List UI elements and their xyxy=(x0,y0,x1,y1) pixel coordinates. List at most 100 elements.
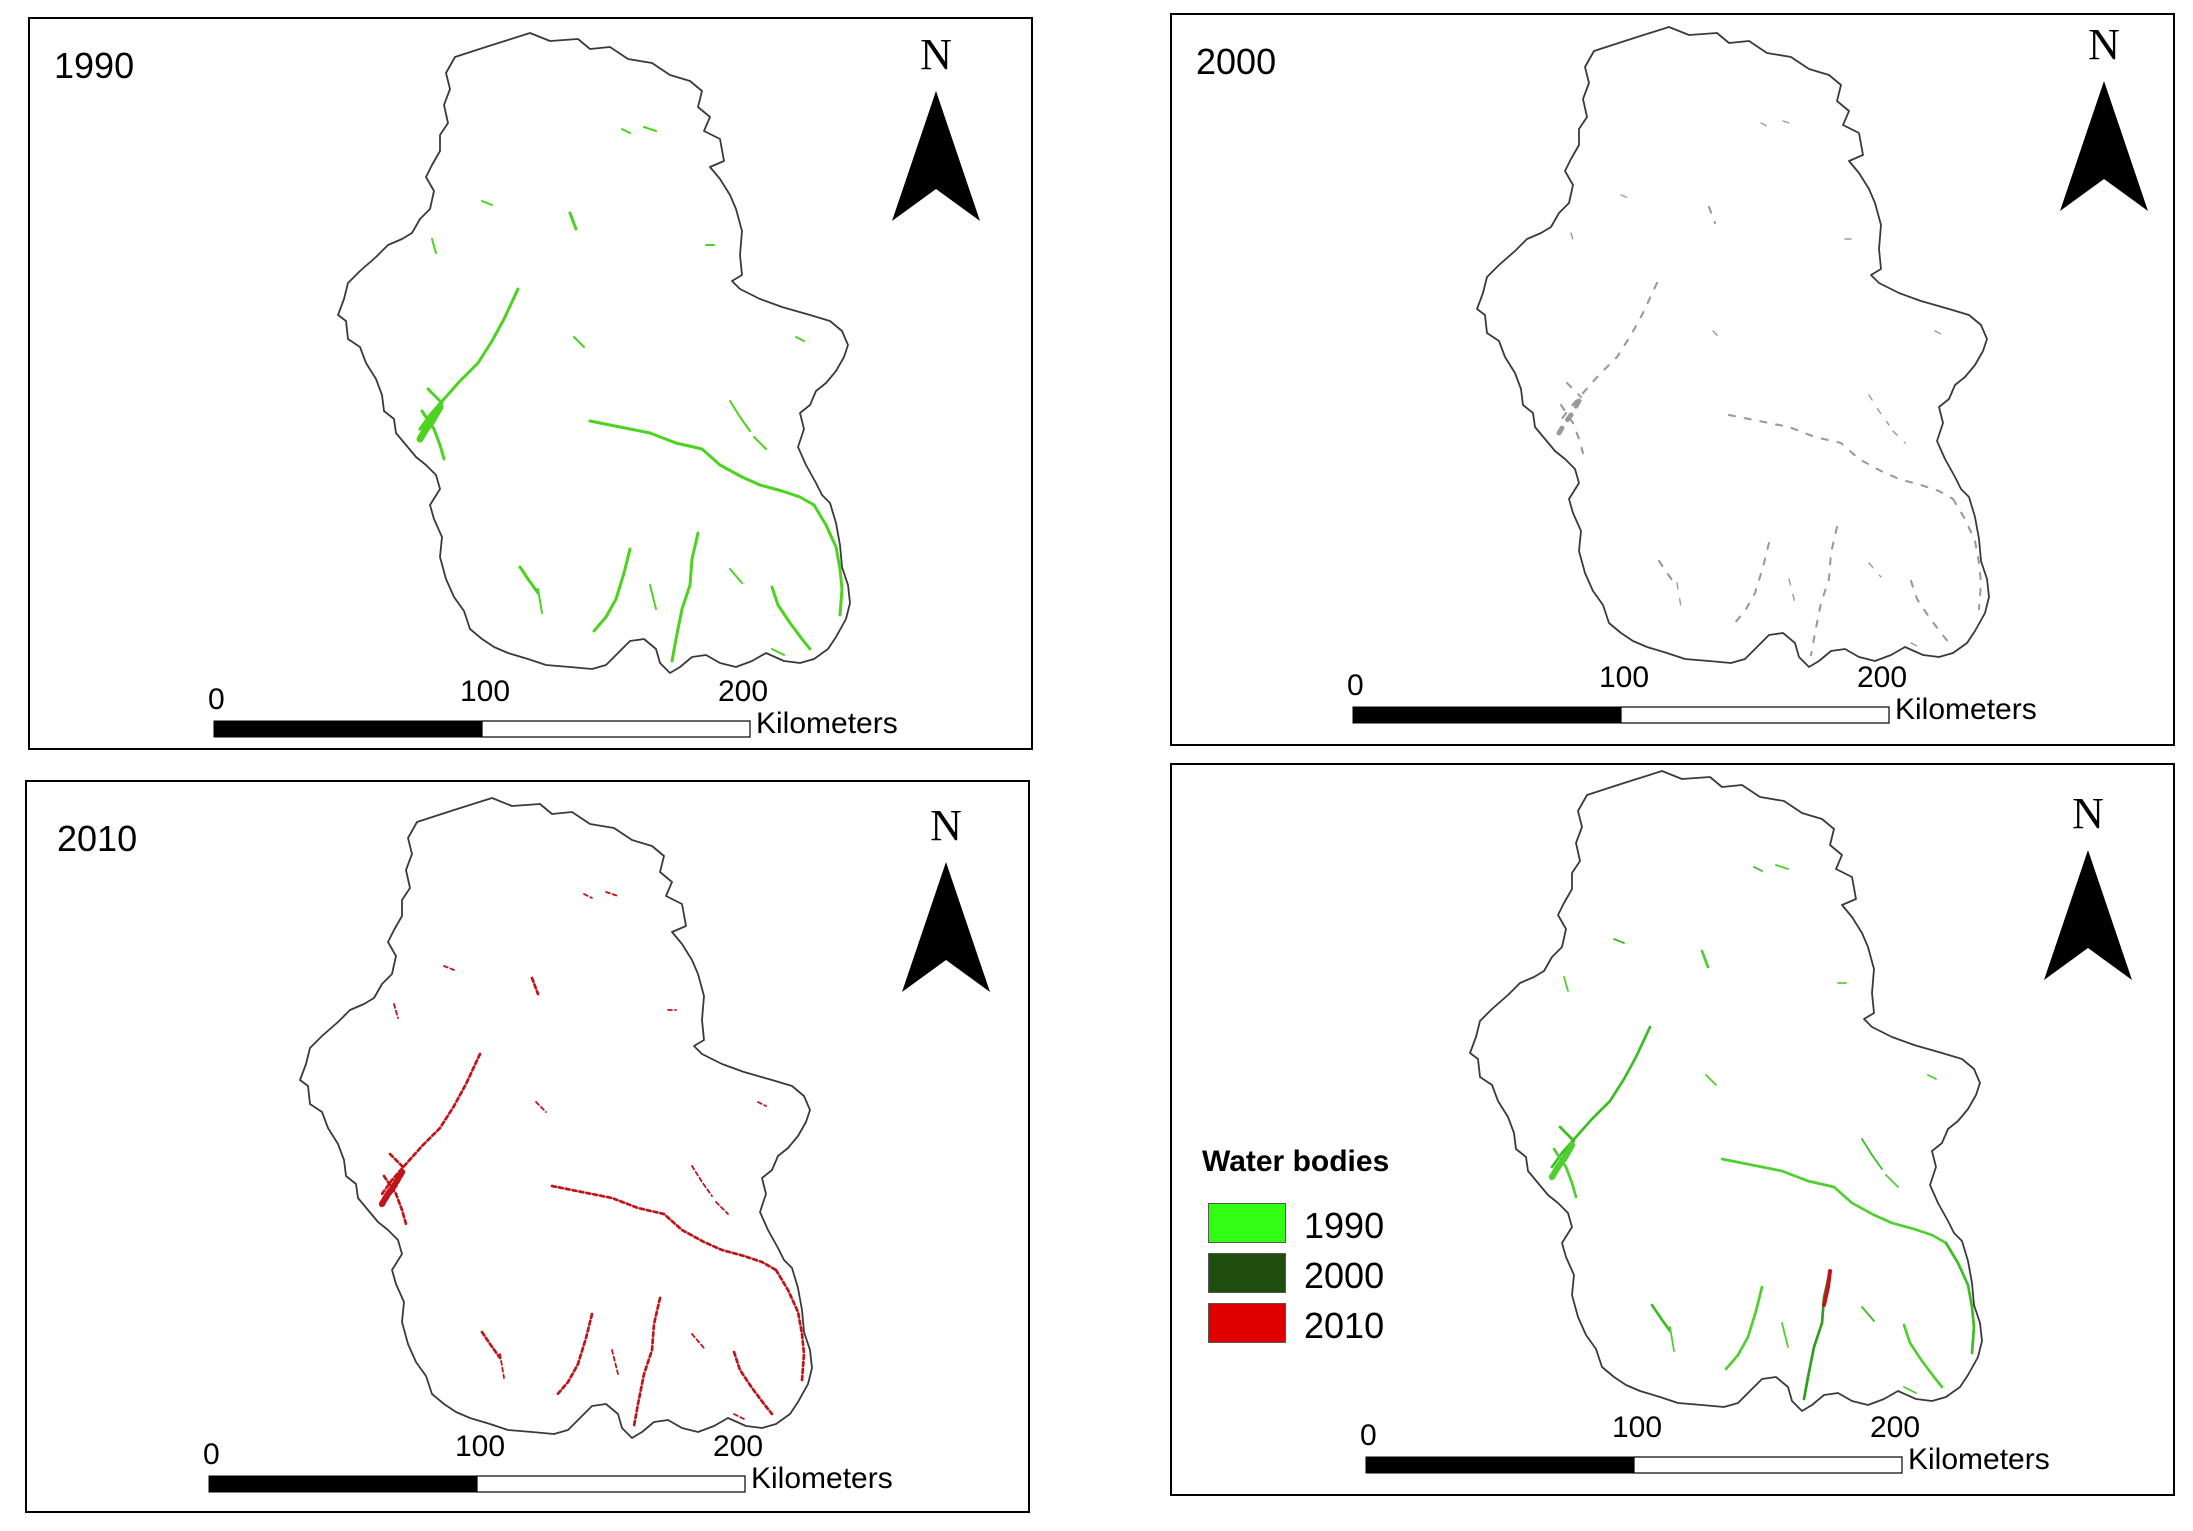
water-body-segment xyxy=(1676,582,1682,608)
scale-bar-filled-segment xyxy=(1365,1456,1635,1474)
water-body-segment xyxy=(1868,394,1890,426)
water-body-segment xyxy=(1944,1241,1976,1355)
scale-bar-empty-segment xyxy=(481,720,751,738)
water-body-segment xyxy=(1861,1306,1875,1322)
water-body-segment xyxy=(1731,541,1771,627)
water-body-segment xyxy=(537,588,543,614)
basin-boundary xyxy=(337,32,851,674)
scale-tick-label: 0 xyxy=(208,683,225,716)
water-body-segment xyxy=(1892,430,1906,444)
map-canvas xyxy=(208,797,990,1493)
north-label: N xyxy=(930,801,962,850)
scale-tick-label: 0 xyxy=(203,1438,220,1471)
scale-bar-empty-segment xyxy=(476,1475,746,1493)
legend-item: 1990 xyxy=(1208,1203,1448,1246)
legend-swatch xyxy=(1208,1303,1286,1343)
water-body-segment xyxy=(480,1330,502,1360)
scale-tick-label: 200 xyxy=(713,1430,764,1463)
water-body-segment xyxy=(1753,866,1763,872)
legend-swatch xyxy=(1208,1203,1286,1243)
water-body-segment xyxy=(1775,864,1789,870)
water-body-segment xyxy=(418,287,520,431)
legend-label: 1990 xyxy=(1304,1205,1385,1246)
legend: Water bodies 1990 2000 2010 xyxy=(1202,1145,1462,1346)
water-body-segment xyxy=(535,1101,547,1113)
basin-map xyxy=(299,797,813,1439)
basin-boundary xyxy=(299,797,813,1439)
water-body-segment xyxy=(771,648,785,656)
water-body-segment xyxy=(1669,1326,1675,1352)
scale-bar xyxy=(208,1475,746,1493)
water-body-segment xyxy=(443,965,455,971)
north-arrow-shape xyxy=(892,91,980,221)
scale-unit-label: Kilometers xyxy=(1895,693,2037,726)
water-body-segment xyxy=(605,891,619,897)
panel-year-label: 2010 xyxy=(57,818,138,859)
panel-year-label: 1990 xyxy=(54,45,135,86)
map-panel-1990: 1990 N 0 100 200 Kilometers xyxy=(28,17,1033,750)
water-body-segment xyxy=(729,400,751,432)
water-body-segment xyxy=(753,436,767,450)
water-body-segment xyxy=(1570,232,1576,248)
water-body-segment xyxy=(1909,579,1951,645)
scale-bar xyxy=(1352,706,1890,724)
water-body-segment xyxy=(649,584,657,610)
scale-tick-label: 0 xyxy=(1360,1419,1377,1452)
water-body-segment xyxy=(1727,413,1955,501)
water-body-segment xyxy=(1781,1322,1789,1348)
water-body-segment xyxy=(573,336,585,348)
scale-unit-label: Kilometers xyxy=(751,1462,893,1495)
water-body-segment xyxy=(1712,330,1724,342)
scale-tick-label: 200 xyxy=(1870,1411,1921,1444)
water-body-segment xyxy=(568,211,578,231)
water-body-segment xyxy=(1934,330,1944,336)
scale-bar-filled-segment xyxy=(1352,706,1622,724)
north-arrow-shape xyxy=(902,862,990,992)
scale-tick-label: 100 xyxy=(460,675,511,708)
north-label: N xyxy=(2088,20,2120,69)
water-body-segment xyxy=(1760,122,1770,128)
water-body-segment xyxy=(812,503,844,617)
water-body-segment xyxy=(1620,194,1632,200)
north-arrow-icon xyxy=(892,91,980,221)
water-body-segment xyxy=(1565,381,1583,399)
scale-bar-empty-segment xyxy=(1633,1456,1903,1474)
water-body-segment xyxy=(1558,1125,1576,1143)
water-body-segment xyxy=(416,403,444,443)
water-body-segment xyxy=(1650,1303,1672,1333)
scale-tick-label: 200 xyxy=(1857,661,1908,694)
water-body-segment xyxy=(592,547,632,633)
water-body-segment xyxy=(795,336,805,342)
scale-unit-label: Kilometers xyxy=(756,707,898,740)
water-body-segment xyxy=(1910,642,1924,650)
water-body-segment xyxy=(530,976,540,996)
water-body-segment xyxy=(715,1201,729,1215)
scale-bar xyxy=(1365,1456,1903,1474)
water-body-segment xyxy=(1822,1269,1832,1307)
water-body-segment xyxy=(588,419,816,507)
water-body-segment xyxy=(691,1165,713,1197)
north-arrow-icon xyxy=(2060,81,2148,211)
scale-bar-filled-segment xyxy=(208,1475,478,1493)
north-arrow-shape xyxy=(2044,850,2132,980)
basin-map xyxy=(1469,770,1983,1412)
water-body-segment xyxy=(621,128,631,134)
water-body-segment xyxy=(550,1184,778,1272)
legend-swatch xyxy=(1208,1253,1286,1293)
water-body-segment xyxy=(554,1312,594,1398)
water-body-segment xyxy=(1868,562,1882,578)
north-arrow-shape xyxy=(2060,81,2148,211)
scale-bar xyxy=(213,720,751,738)
water-body-segment xyxy=(757,1101,767,1107)
water-body-segment xyxy=(733,1413,747,1421)
water-body-segment xyxy=(643,126,657,132)
north-label: N xyxy=(920,30,952,79)
water-body-segment xyxy=(1927,1074,1937,1080)
water-body-segment xyxy=(499,1353,505,1379)
water-body-segment xyxy=(1707,205,1717,225)
water-body-segment xyxy=(393,1003,399,1019)
water-body-segment xyxy=(611,1349,619,1375)
water-body-segment xyxy=(431,238,437,254)
water-body-segment xyxy=(732,1350,774,1416)
water-body-segment xyxy=(1705,1074,1717,1086)
